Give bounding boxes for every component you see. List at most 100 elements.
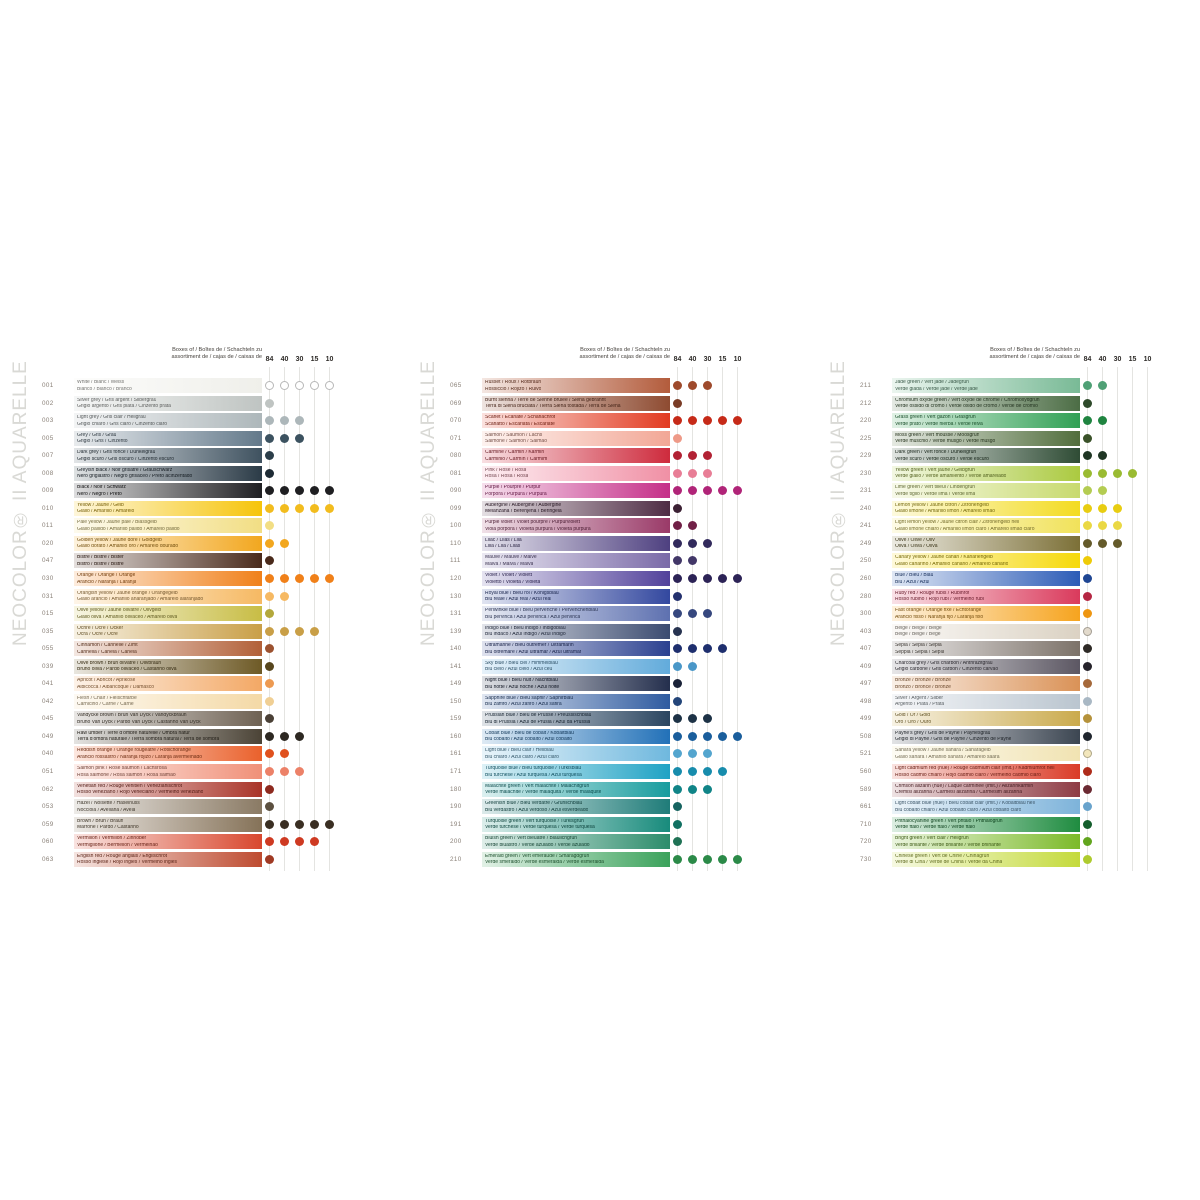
assortment-dot bbox=[703, 538, 712, 548]
assortment-cell bbox=[1080, 834, 1095, 852]
assortment-cell bbox=[730, 378, 745, 396]
assortment-cell bbox=[1095, 606, 1110, 624]
color-name-line1: Purple violet / Violet pourpre / Purpurv… bbox=[485, 520, 580, 526]
assortment-cell bbox=[700, 378, 715, 396]
assortment-dot bbox=[1113, 521, 1122, 531]
assortment-dot bbox=[703, 731, 712, 741]
color-name-line1: Turquoise green / Vert turquoise / Türki… bbox=[485, 818, 584, 824]
assortment-cell bbox=[1080, 746, 1095, 764]
color-name-line2: Seppia / Sepia / Sépia bbox=[895, 649, 945, 655]
color-row: 730 Chinese green / Vert de Chine / China… bbox=[858, 851, 1170, 870]
assortment-dots bbox=[1080, 659, 1155, 677]
assortment-cell bbox=[322, 589, 337, 607]
color-name-line2: Verde ossido di cromo / Verde óxido de c… bbox=[895, 404, 1038, 410]
assortment-cell bbox=[730, 431, 745, 449]
color-number: 220 bbox=[860, 417, 872, 425]
color-name-line2: Blu turchese / Azul turquesa / Azul turq… bbox=[485, 772, 582, 778]
assortment-dot bbox=[265, 714, 274, 724]
color-row: 225 Moss green / Vert mousse / Moosgrün Ve… bbox=[858, 430, 1170, 449]
assortment-cell bbox=[700, 624, 715, 642]
box-size-labels: 84 40 30 15 10 bbox=[1080, 356, 1155, 363]
assortment-dot bbox=[1083, 749, 1092, 759]
color-number: 090 bbox=[450, 487, 462, 495]
color-number: 497 bbox=[860, 680, 872, 688]
assortment-dots bbox=[670, 711, 745, 729]
assortment-dot bbox=[1113, 468, 1122, 478]
box-size-label: 84 bbox=[1083, 356, 1092, 363]
color-row: 015 Olive yellow / Jaune olivâtre / Olivg… bbox=[40, 606, 352, 624]
assortment-cell bbox=[715, 466, 730, 484]
assortment-cell bbox=[730, 571, 745, 589]
color-name-line1: Vandycke brown / Brun Van Dyck / Vandyck… bbox=[77, 713, 187, 719]
assortment-dot bbox=[265, 538, 274, 548]
color-row: 499 Gold / Or / Gold Oro / Oro / Ouro bbox=[858, 711, 1170, 729]
assortment-cell bbox=[700, 501, 715, 519]
color-name-line1: Ruby red / Rouge rubis / Rubinrot bbox=[895, 590, 970, 596]
assortment-dot bbox=[673, 767, 682, 777]
color-row: 180 Malachite green / Vert malachite / Ma… bbox=[448, 781, 760, 800]
assortment-dot bbox=[673, 802, 682, 812]
assortment-cell bbox=[670, 676, 685, 694]
color-row: 211 Jade green / Vert jade / Jadegrün Verd… bbox=[858, 378, 1170, 396]
color-name-line2: Nocciola / Avellana / Avelã bbox=[77, 807, 136, 813]
color-number: 710 bbox=[860, 820, 872, 828]
assortment-cell bbox=[262, 501, 277, 519]
assortment-cell bbox=[715, 817, 730, 835]
assortment-cell bbox=[700, 448, 715, 466]
color-row: 240 Lemon yellow / Jaune citron / Zitrone… bbox=[858, 500, 1170, 519]
assortment-dot bbox=[703, 451, 712, 461]
assortment-dot bbox=[295, 433, 304, 443]
color-name-line2: Verde giada / Verde jade / Verde jade bbox=[895, 386, 978, 392]
color-row: 059 Brown / Brun / Braun Marrone / Pardo /… bbox=[40, 816, 352, 835]
assortment-cell bbox=[322, 746, 337, 764]
color-name-line1: Pink / Rose / Rosa bbox=[485, 467, 527, 473]
color-number: 498 bbox=[860, 697, 872, 705]
assortment-dot bbox=[673, 679, 682, 689]
assortment-cell bbox=[700, 553, 715, 571]
color-name-line1: Light lemon yellow / Jaune citron clair … bbox=[895, 520, 1020, 526]
assortment-cell bbox=[1095, 553, 1110, 571]
assortment-dots bbox=[670, 729, 745, 747]
assortment-cell bbox=[685, 782, 700, 800]
assortment-header: Boxes of / Boîtes de / Schachteln zu ass… bbox=[448, 347, 670, 361]
color-row: 009 Black / Noir / Schwarz Nero / Negro / … bbox=[40, 483, 352, 501]
color-row: 003 Light grey / Gris clair / Hellgrau Gri… bbox=[40, 413, 352, 431]
assortment-cell bbox=[1140, 448, 1155, 466]
assortment-cell bbox=[262, 694, 277, 712]
color-row: 300 Fast orange / Orange fixe / Echtorang… bbox=[858, 606, 1170, 624]
assortment-cell bbox=[262, 782, 277, 800]
color-name-line1: Blue / Bleu / Blau bbox=[895, 573, 934, 579]
color-row: 045 Vandycke brown / Brun Van Dyck / Vand… bbox=[40, 711, 352, 729]
color-row: 035 Ochre / Ocre / Ocker Ocra / Ocre / Ocr… bbox=[40, 623, 352, 642]
color-name-line1: Ochre / Ocre / Ocker bbox=[77, 625, 124, 631]
color-number: 521 bbox=[860, 750, 872, 758]
assortment-dot bbox=[718, 486, 727, 496]
assortment-cell bbox=[715, 676, 730, 694]
assortment-cell bbox=[1095, 641, 1110, 659]
assortment-cell bbox=[1095, 799, 1110, 817]
color-name-line2: Ocra / Ocre / Ocre bbox=[77, 632, 118, 638]
color-name-line2: Blu di Prussia / Azul de Prusia / Azul d… bbox=[485, 719, 591, 725]
assortment-cell bbox=[322, 466, 337, 484]
color-row: 140 Ultramarine / Bleu outremer / Ultrama… bbox=[448, 641, 760, 659]
assortment-dot bbox=[673, 381, 682, 390]
color-number: 007 bbox=[42, 452, 54, 460]
assortment-cell bbox=[1125, 817, 1140, 835]
color-number: 161 bbox=[450, 750, 462, 758]
assortment-cell bbox=[322, 624, 337, 642]
color-number: 211 bbox=[860, 382, 872, 389]
color-row: 403 Beige / Beige / Beige Beige / Beige / … bbox=[858, 623, 1170, 642]
assortment-cell bbox=[1080, 694, 1095, 712]
assortment-cell bbox=[670, 413, 685, 431]
color-name-line1: Sky blue / Bleu ciel / Himmelblau bbox=[485, 660, 558, 666]
assortment-dots bbox=[670, 396, 745, 414]
color-swatch-bar: Orangish yellow / Jaune orangé / Orangeg… bbox=[74, 588, 262, 604]
color-row: 090 Purple / Pourpre / Purpur Porpora / Pú… bbox=[448, 483, 760, 501]
color-swatch-bar: Cinnamon / Cannelle / Zimt Cannella / Can… bbox=[74, 641, 262, 657]
color-swatch-bar: Crimson alizarin (hue) / Laque carminée … bbox=[892, 781, 1080, 797]
assortment-dots bbox=[670, 852, 745, 870]
color-number: 730 bbox=[860, 855, 872, 863]
assortment-cell bbox=[1125, 553, 1140, 571]
color-name-line2: Scarlatto / Escarlata / Escarlate bbox=[485, 421, 555, 427]
assortment-cell bbox=[1095, 834, 1110, 852]
